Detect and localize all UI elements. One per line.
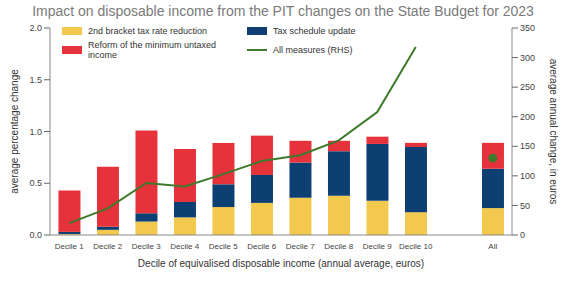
svg-text:300: 300	[520, 53, 535, 63]
html-text:2nd bracket tax rate reduction: 2nd bracket tax rate reduction	[88, 26, 208, 36]
svg-text:Decile 4: Decile 4	[170, 242, 199, 251]
svg-text:Decile 8: Decile 8	[324, 242, 353, 251]
svg-text:average percentage change: average percentage change	[9, 69, 20, 194]
svg-text:Decile 2: Decile 2	[93, 242, 122, 251]
svg-text:50: 50	[520, 201, 530, 211]
svg-text:2.0: 2.0	[29, 23, 42, 33]
svg-text:1.5: 1.5	[29, 75, 42, 85]
svg-text:350: 350	[520, 23, 535, 33]
html-text:Impact on disposable income fr: Impact on disposable income from the PIT…	[32, 3, 534, 19]
html-text:Reform of the minimum untaxed: Reform of the minimum untaxed income	[87, 40, 216, 60]
svg-text:Decile 9: Decile 9	[363, 242, 392, 251]
svg-text:200: 200	[520, 112, 535, 122]
svg-text:Decile 5: Decile 5	[209, 242, 238, 251]
svg-text:150: 150	[520, 141, 535, 151]
svg-text:100: 100	[520, 171, 535, 181]
svg-text:0.5: 0.5	[29, 178, 42, 188]
svg-text:All: All	[488, 242, 497, 251]
svg-text:Decile 1: Decile 1	[55, 242, 84, 251]
svg-text:Decile of equivalised disposab: Decile of equivalised disposable income …	[138, 258, 424, 269]
html-text:All measures (RHS): All measures (RHS)	[273, 45, 353, 55]
html-text:Tax schedule update: Tax schedule update	[273, 26, 356, 36]
svg-text:Decile 7: Decile 7	[286, 242, 315, 251]
svg-text:Decile 6: Decile 6	[247, 242, 276, 251]
svg-text:1.0: 1.0	[29, 127, 42, 137]
svg-text:0.0: 0.0	[29, 230, 42, 240]
svg-text:Decile 10: Decile 10	[399, 242, 433, 251]
svg-text:0: 0	[520, 230, 525, 240]
svg-text:250: 250	[520, 82, 535, 92]
svg-text:Decile 3: Decile 3	[132, 242, 161, 251]
svg-text:average annual change, in euro: average annual change, in euros	[548, 59, 558, 205]
